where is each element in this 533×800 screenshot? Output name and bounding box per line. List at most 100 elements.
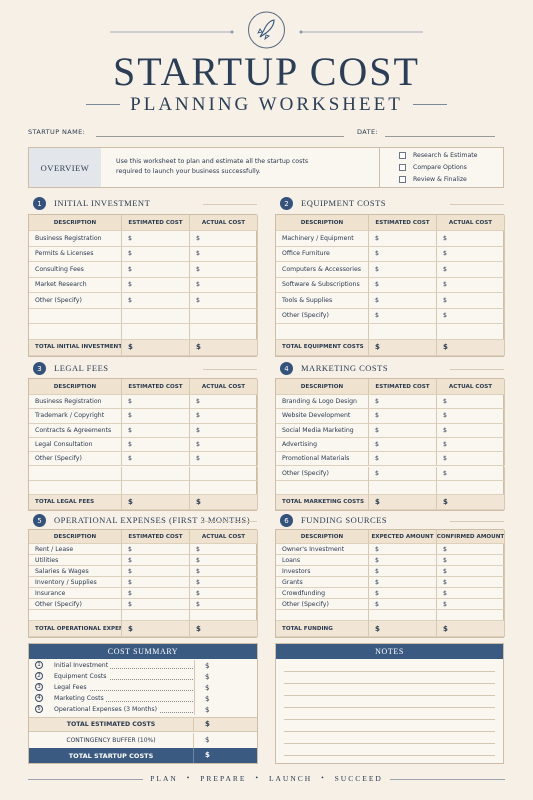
amount-cell[interactable]: $ <box>190 437 258 453</box>
amount-cell[interactable]: $ <box>190 395 258 410</box>
amount-cell[interactable]: $ <box>437 599 505 610</box>
amount-cell[interactable]: $ <box>437 231 505 247</box>
amount-cell[interactable]: $ <box>190 409 258 424</box>
amount-cell[interactable]: $ <box>369 555 437 566</box>
checklist-label: Research & Estimate <box>413 152 478 159</box>
amount-cell[interactable] <box>122 466 190 481</box>
amount-cell[interactable]: $ <box>190 293 258 309</box>
amount-cell[interactable]: $ <box>437 466 505 481</box>
amount-cell[interactable]: $ <box>122 577 190 588</box>
amount-cell[interactable]: $ <box>369 246 437 262</box>
amount-cell[interactable]: $ <box>437 308 505 324</box>
amount-cell[interactable]: $ <box>437 544 505 555</box>
amount-cell[interactable]: $ <box>437 395 505 410</box>
amount-cell[interactable]: $ <box>369 277 437 293</box>
input-line[interactable] <box>96 136 344 137</box>
amount-cell[interactable] <box>190 480 258 496</box>
amount-cell[interactable] <box>369 480 437 496</box>
amount-cell[interactable]: $ <box>369 599 437 610</box>
amount-cell[interactable]: $ <box>369 577 437 588</box>
amount-cell[interactable]: $ <box>437 452 505 467</box>
amount-cell[interactable]: $ <box>122 246 190 262</box>
amount-cell[interactable]: $ <box>437 577 505 588</box>
amount-cell[interactable]: $ <box>369 423 437 438</box>
amount-cell[interactable]: $ <box>122 555 190 566</box>
amount-cell[interactable]: $ <box>122 409 190 424</box>
amount-cell[interactable] <box>437 480 505 496</box>
amount-cell[interactable]: $ <box>122 544 190 555</box>
amount-cell[interactable]: $ <box>122 599 190 610</box>
amount-cell[interactable]: $ <box>122 452 190 467</box>
amount-cell[interactable]: $ <box>369 308 437 324</box>
column-header: ACTUAL COST <box>190 379 258 395</box>
amount-cell[interactable]: $ <box>190 566 258 577</box>
total-amount: $ <box>369 621 437 637</box>
amount-cell[interactable]: $ <box>190 555 258 566</box>
column-header: ESTIMATED COST <box>369 215 437 231</box>
amount-cell[interactable]: $ <box>437 262 505 278</box>
amount-cell[interactable]: $ <box>122 277 190 293</box>
amount-cell[interactable]: $ <box>437 555 505 566</box>
amount-cell[interactable]: $ <box>369 452 437 467</box>
amount-cell[interactable]: $ <box>369 588 437 599</box>
amount-cell[interactable]: $ <box>122 566 190 577</box>
input-line[interactable] <box>385 136 495 137</box>
amount-cell[interactable]: $ <box>190 262 258 278</box>
amount-cell[interactable]: $ <box>122 437 190 453</box>
amount-cell[interactable]: $ <box>122 231 190 247</box>
amount-cell[interactable] <box>190 324 258 340</box>
row-label: Trademark / Copyright <box>29 409 122 424</box>
amount-cell[interactable]: $ <box>437 566 505 577</box>
amount-cell[interactable]: $ <box>437 277 505 293</box>
amount-cell[interactable] <box>190 308 258 324</box>
checkbox[interactable] <box>399 176 406 183</box>
amount-cell[interactable]: $ <box>190 277 258 293</box>
amount-cell[interactable]: $ <box>369 293 437 309</box>
amount-cell[interactable]: $ <box>369 544 437 555</box>
amount-cell[interactable]: $ <box>190 599 258 610</box>
amount-cell[interactable]: $ <box>437 409 505 424</box>
amount-cell[interactable]: $ <box>122 423 190 438</box>
amount-cell[interactable] <box>369 324 437 340</box>
amount-cell[interactable]: $ <box>190 423 258 438</box>
checklist-label: Compare Options <box>413 164 467 171</box>
amount-cell[interactable]: $ <box>190 588 258 599</box>
amount-cell[interactable]: $ <box>190 452 258 467</box>
amount-cell[interactable]: $ <box>122 262 190 278</box>
amount-cell[interactable]: $ <box>122 293 190 309</box>
amount-cell[interactable]: $ <box>437 246 505 262</box>
checkbox[interactable] <box>399 164 406 171</box>
checkbox[interactable] <box>399 152 406 159</box>
amount-cell[interactable]: $ <box>369 231 437 247</box>
amount-cell[interactable]: $ <box>437 423 505 438</box>
rule <box>450 369 504 370</box>
amount-cell[interactable]: $ <box>369 566 437 577</box>
amount-cell[interactable] <box>437 324 505 340</box>
note-line <box>284 755 495 756</box>
amount-cell[interactable] <box>437 610 505 621</box>
amount-cell[interactable]: $ <box>437 293 505 309</box>
amount-cell[interactable]: $ <box>369 409 437 424</box>
total-estimated-row: TOTAL ESTIMATED COSTS $ <box>29 717 257 732</box>
amount-cell[interactable]: $ <box>369 466 437 481</box>
amount-cell[interactable] <box>190 610 258 621</box>
amount-cell[interactable]: $ <box>190 246 258 262</box>
amount-cell[interactable] <box>122 324 190 340</box>
amount-cell[interactable]: $ <box>122 395 190 410</box>
amount-cell[interactable]: $ <box>369 262 437 278</box>
amount-cell[interactable]: $ <box>437 588 505 599</box>
amount-cell[interactable]: $ <box>190 231 258 247</box>
amount-cell[interactable]: $ <box>437 437 505 453</box>
amount-cell[interactable] <box>190 466 258 481</box>
amount-cell[interactable] <box>122 610 190 621</box>
amount-cell[interactable] <box>369 610 437 621</box>
amount-cell[interactable] <box>122 480 190 496</box>
currency: $ <box>205 751 210 759</box>
amount-cell[interactable] <box>122 308 190 324</box>
amount-cell[interactable]: $ <box>190 544 258 555</box>
amount-cell[interactable]: $ <box>190 577 258 588</box>
amount-cell[interactable]: $ <box>369 395 437 410</box>
amount-cell[interactable]: $ <box>369 437 437 453</box>
currency: $ <box>205 673 210 681</box>
amount-cell[interactable]: $ <box>122 588 190 599</box>
